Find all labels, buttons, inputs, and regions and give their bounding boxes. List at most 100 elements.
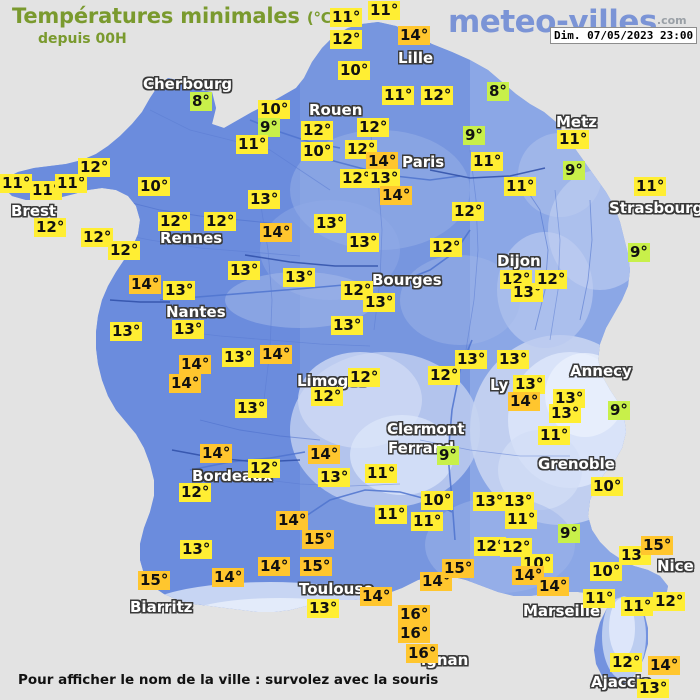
temperature-chip[interactable]: 9° <box>258 118 280 137</box>
temperature-chip[interactable]: 14° <box>276 511 309 530</box>
city-label[interactable]: Bourges <box>372 271 442 289</box>
temperature-chip[interactable]: 12° <box>610 653 643 672</box>
temperature-chip[interactable]: 14° <box>648 656 681 675</box>
temperature-chip[interactable]: 13° <box>637 679 670 698</box>
temperature-chip[interactable]: 13° <box>513 375 546 394</box>
temperature-chip[interactable]: 12° <box>248 459 281 478</box>
temperature-chip[interactable]: 9° <box>463 126 485 145</box>
temperature-chip[interactable]: 14° <box>360 587 393 606</box>
temperature-chip[interactable]: 11° <box>583 589 616 608</box>
temperature-chip[interactable]: 13° <box>283 268 316 287</box>
temperature-chip[interactable]: 12° <box>78 158 111 177</box>
temperature-chip[interactable]: 13° <box>163 281 196 300</box>
temperature-chip[interactable]: 12° <box>330 30 363 49</box>
temperature-chip[interactable]: 13° <box>248 190 281 209</box>
temperature-chip[interactable]: 13° <box>347 233 380 252</box>
temperature-chip[interactable]: 14° <box>512 566 545 585</box>
temperature-chip[interactable]: 15° <box>302 530 335 549</box>
temperature-chip[interactable]: 13° <box>473 492 506 511</box>
temperature-chip[interactable]: 14° <box>212 568 245 587</box>
temperature-chip[interactable]: 11° <box>471 152 504 171</box>
temperature-chip[interactable]: 13° <box>222 348 255 367</box>
city-label[interactable]: Nantes <box>166 303 226 321</box>
temperature-chip[interactable]: 13° <box>235 399 268 418</box>
temperature-chip[interactable]: 12° <box>500 538 533 557</box>
temperature-chip[interactable]: 13° <box>549 404 582 423</box>
temperature-chip[interactable]: 12° <box>81 228 114 247</box>
temperature-chip[interactable]: 10° <box>258 100 291 119</box>
temperature-chip[interactable]: 13° <box>314 214 347 233</box>
temperature-chip[interactable]: 13° <box>553 389 586 408</box>
temperature-chip[interactable]: 12° <box>357 118 390 137</box>
temperature-chip[interactable]: 13° <box>180 540 213 559</box>
city-label[interactable]: Ajaccio <box>591 673 652 691</box>
temperature-chip[interactable]: 14° <box>366 152 399 171</box>
temperature-chip[interactable]: 12° <box>535 270 568 289</box>
temperature-chip[interactable]: 13° <box>455 350 488 369</box>
city-label[interactable]: Rennes <box>160 229 223 247</box>
temperature-chip[interactable]: 12° <box>421 86 454 105</box>
temperature-chip[interactable]: 15° <box>300 557 333 576</box>
temperature-chip[interactable]: 11° <box>505 510 538 529</box>
temperature-chip[interactable]: 11° <box>504 177 537 196</box>
temperature-chip[interactable]: 13° <box>497 350 530 369</box>
temperature-chip[interactable]: 14° <box>308 445 341 464</box>
city-label[interactable]: Biarritz <box>130 598 193 616</box>
temperature-chip[interactable]: 16° <box>406 644 439 663</box>
temperature-chip[interactable]: 10° <box>301 142 334 161</box>
temperature-chip[interactable]: 14° <box>169 374 202 393</box>
temperature-chip[interactable]: 14° <box>398 26 431 45</box>
temperature-chip[interactable]: 14° <box>380 186 413 205</box>
temperature-chip[interactable]: 11° <box>538 426 571 445</box>
temperature-chip[interactable]: 12° <box>34 218 67 237</box>
temperature-chip[interactable]: 12° <box>204 212 237 231</box>
temperature-chip[interactable]: 12° <box>452 202 485 221</box>
temperature-chip[interactable]: 12° <box>428 366 461 385</box>
temperature-chip[interactable]: 13° <box>363 293 396 312</box>
temperature-chip[interactable]: 12° <box>108 241 141 260</box>
temperature-chip[interactable]: 14° <box>260 345 293 364</box>
temperature-chip[interactable]: 10° <box>338 61 371 80</box>
temperature-chip[interactable]: 9° <box>563 161 585 180</box>
city-label[interactable]: Cherbourg <box>143 75 233 93</box>
temperature-chip[interactable]: 14° <box>179 355 212 374</box>
city-label[interactable]: Nice <box>657 557 694 575</box>
temperature-chip[interactable]: 11° <box>621 597 654 616</box>
city-label[interactable]: Clermont <box>387 420 465 438</box>
temperature-chip[interactable]: 10° <box>421 491 454 510</box>
city-label[interactable]: Brest <box>11 202 57 220</box>
temperature-chip[interactable]: 9° <box>558 524 580 543</box>
temperature-chip[interactable]: 12° <box>348 368 381 387</box>
temperature-chip[interactable]: 12° <box>653 592 686 611</box>
city-label[interactable]: Lille <box>398 49 434 67</box>
temperature-chip[interactable]: 14° <box>258 557 291 576</box>
temperature-chip[interactable]: 11° <box>557 130 590 149</box>
temperature-chip[interactable]: 10° <box>590 562 623 581</box>
temperature-chip[interactable]: 10° <box>138 177 171 196</box>
temperature-chip[interactable]: 13° <box>318 468 351 487</box>
temperature-chip[interactable]: 14° <box>260 223 293 242</box>
city-label[interactable]: Toulouse <box>299 580 374 598</box>
city-label[interactable]: Ly <box>490 376 509 394</box>
temperature-chip[interactable]: 11° <box>55 174 88 193</box>
temperature-chip[interactable]: 9° <box>437 446 459 465</box>
temperature-chip[interactable]: 14° <box>508 392 541 411</box>
temperature-chip[interactable]: 12° <box>179 483 212 502</box>
temperature-chip[interactable]: 12° <box>158 212 191 231</box>
temperature-chip[interactable]: 13° <box>110 322 143 341</box>
temperature-chip[interactable]: 14° <box>200 444 233 463</box>
temperature-chip[interactable]: 13° <box>228 261 261 280</box>
temperature-chip[interactable]: 12° <box>301 121 334 140</box>
temperature-chip[interactable]: 11° <box>368 1 401 20</box>
temperature-chip[interactable]: 11° <box>0 174 33 193</box>
temperature-chip[interactable]: 13° <box>502 492 535 511</box>
city-label[interactable]: Marseille <box>523 602 601 620</box>
temperature-chip[interactable]: 16° <box>398 605 431 624</box>
temperature-chip[interactable]: 11° <box>375 505 408 524</box>
city-label[interactable]: Annecy <box>570 362 632 380</box>
temperature-chip[interactable]: 11° <box>411 512 444 531</box>
temperature-chip[interactable]: 11° <box>30 181 63 200</box>
temperature-chip[interactable]: 9° <box>608 401 630 420</box>
city-label[interactable]: Rouen <box>309 101 363 119</box>
city-label[interactable]: Dijon <box>497 252 541 270</box>
